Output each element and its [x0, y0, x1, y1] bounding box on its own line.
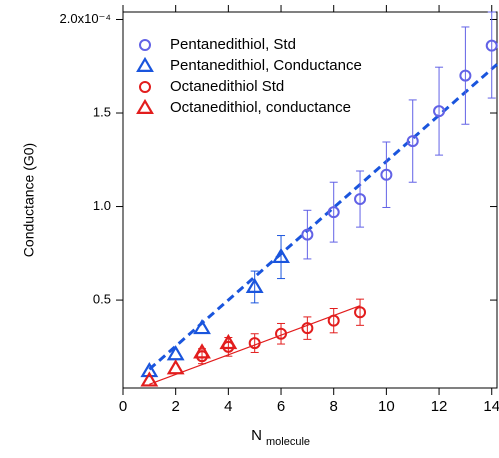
- point: [354, 306, 367, 319]
- point: [459, 69, 472, 82]
- legend-label: Octanedithiol, conductance: [170, 99, 351, 116]
- point: [327, 206, 340, 219]
- point: [140, 361, 159, 378]
- legend-marker: [139, 39, 151, 51]
- plot-frame: [122, 11, 498, 389]
- point: [166, 359, 185, 375]
- point: [222, 340, 235, 353]
- legend-label: Pentanedithiol, Std: [170, 36, 296, 53]
- point: [219, 333, 238, 350]
- point: [301, 322, 314, 335]
- y-tick-label: 1.5: [93, 104, 111, 119]
- point: [248, 337, 261, 350]
- x-tick-label: 12: [431, 398, 448, 415]
- legend-marker: [136, 98, 154, 115]
- x-tick-label: 14: [483, 398, 499, 415]
- x-tick-label: 6: [277, 398, 285, 415]
- point: [406, 135, 419, 148]
- y-tick-label: 0.5: [93, 292, 111, 307]
- point: [196, 350, 209, 363]
- x-tick-label: 8: [330, 398, 338, 415]
- y-axis-label: Conductance (G0): [21, 143, 37, 257]
- point: [193, 343, 211, 359]
- legend-marker: [139, 81, 151, 93]
- point: [327, 314, 340, 327]
- legend-label: Octanedithiol Std: [170, 78, 284, 95]
- x-axis-label-sub: molecule: [266, 436, 310, 448]
- point: [380, 168, 393, 181]
- y-tick-label: 1.0: [93, 198, 111, 213]
- point: [301, 228, 314, 241]
- legend-label: Pentanedithiol, Conductance: [170, 57, 362, 74]
- x-axis-label: N: [251, 427, 262, 444]
- point: [245, 277, 264, 293]
- x-tick-label: 0: [119, 398, 127, 415]
- point: [272, 247, 290, 264]
- point: [193, 318, 211, 335]
- point: [140, 371, 159, 387]
- x-tick-label: 4: [224, 398, 232, 415]
- x-tick-label: 2: [172, 398, 180, 415]
- point: [275, 327, 288, 340]
- point: [354, 193, 367, 206]
- x-tick-label: 10: [378, 398, 395, 415]
- point: [485, 39, 498, 52]
- point: [433, 105, 446, 118]
- legend-marker: [136, 56, 154, 73]
- y-tick-label: 2.0x10⁻⁴: [60, 11, 111, 26]
